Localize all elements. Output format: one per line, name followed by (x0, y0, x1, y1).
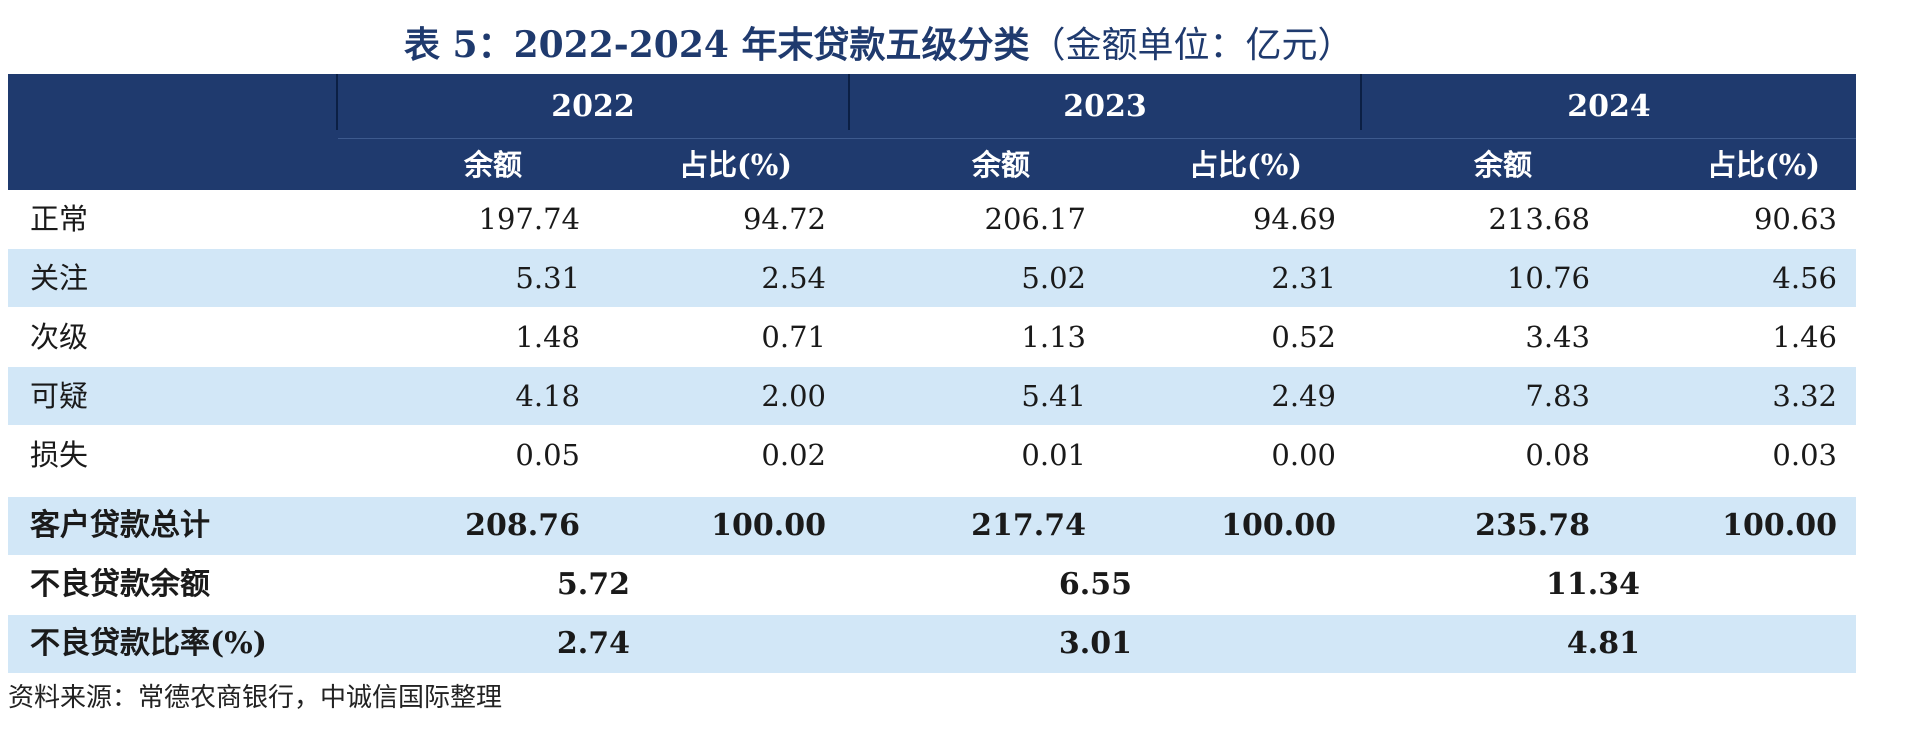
cell-share-2022: 2.54 (761, 261, 826, 295)
cell-balance-2024: 7.83 (1525, 379, 1590, 413)
year-header-2024: 2024 (1567, 89, 1651, 124)
header-divider (848, 74, 850, 130)
cell-npl-balance-2023: 6.55 (1058, 567, 1132, 602)
col-header-balance-2024: 余额 (1473, 148, 1532, 182)
cell-share-2022: 2.00 (761, 379, 826, 413)
row-label: 不良贷款比率(%) (30, 626, 267, 661)
cell-balance-2022: 197.74 (478, 202, 580, 236)
table-row-npl-balance: 不良贷款余额 5.72 6.55 11.34 (8, 556, 1856, 614)
row-label: 可疑 (30, 379, 89, 413)
cell-share-2022: 0.71 (761, 320, 826, 354)
table-row-loss: 损失 0.05 0.02 0.01 0.00 0.08 0.03 (8, 426, 1856, 484)
cell-npl-ratio-2022: 2.74 (556, 626, 630, 661)
col-header-balance-2023: 余额 (971, 148, 1030, 182)
table-title: 表 5：2022-2024 年末贷款五级分类（金额单位：亿元） (404, 18, 1353, 72)
col-header-share-2022: 占比(%) (679, 148, 792, 182)
year-header-2023: 2023 (1063, 89, 1147, 124)
row-label: 不良贷款余额 (30, 567, 210, 602)
table-title-text: 表 5：2022-2024 年末贷款五级分类 (404, 24, 1030, 66)
cell-share-2024: 0.03 (1772, 438, 1837, 472)
table-row-special-mention: 关注 5.31 2.54 5.02 2.31 10.76 4.56 (8, 249, 1856, 307)
cell-share-2023: 2.49 (1271, 379, 1336, 413)
year-header-2022: 2022 (551, 89, 635, 124)
cell-balance-2022: 4.18 (515, 379, 580, 413)
col-header-share-2023: 占比(%) (1189, 148, 1302, 182)
header-rule (338, 138, 1856, 139)
col-header-share-2024: 占比(%) (1707, 148, 1820, 182)
cell-npl-ratio-2023: 3.01 (1058, 626, 1132, 661)
cell-balance-2023: 5.41 (1021, 379, 1086, 413)
cell-share-2024: 4.56 (1772, 261, 1837, 295)
cell-share-2024: 100.00 (1722, 508, 1837, 543)
table-row-normal: 正常 197.74 94.72 206.17 94.69 213.68 90.6… (8, 190, 1856, 248)
header-divider (1360, 74, 1362, 130)
cell-npl-balance-2024: 11.34 (1546, 567, 1640, 602)
row-label: 客户贷款总计 (30, 508, 210, 543)
table-row-npl-ratio: 不良贷款比率(%) 2.74 3.01 4.81 (8, 615, 1856, 673)
cell-npl-ratio-2024: 4.81 (1566, 626, 1640, 661)
row-label: 损失 (30, 438, 89, 472)
cell-share-2024: 3.32 (1772, 379, 1837, 413)
table-row-doubtful: 可疑 4.18 2.00 5.41 2.49 7.83 3.32 (8, 367, 1856, 425)
cell-balance-2022: 0.05 (515, 438, 580, 472)
cell-balance-2024: 213.68 (1488, 202, 1590, 236)
table-header: 2022 2023 2024 余额 占比(%) 余额 占比(%) 余额 占比(%… (8, 74, 1856, 190)
table-title-unit: （金额单位：亿元） (1029, 25, 1354, 66)
col-header-balance-2022: 余额 (463, 148, 522, 182)
cell-share-2022: 0.02 (761, 438, 826, 472)
header-divider (336, 74, 338, 130)
cell-balance-2024: 235.78 (1475, 508, 1590, 543)
cell-share-2023: 94.69 (1252, 202, 1336, 236)
cell-balance-2022: 208.76 (465, 508, 580, 543)
cell-share-2024: 1.46 (1772, 320, 1837, 354)
cell-balance-2023: 5.02 (1021, 261, 1086, 295)
cell-share-2023: 0.00 (1271, 438, 1336, 472)
cell-balance-2022: 5.31 (515, 261, 580, 295)
cell-balance-2023: 1.13 (1021, 320, 1086, 354)
row-label: 次级 (30, 320, 89, 354)
table-row-substandard: 次级 1.48 0.71 1.13 0.52 3.43 1.46 (8, 308, 1856, 366)
cell-balance-2023: 0.01 (1021, 438, 1086, 472)
cell-balance-2023: 217.74 (971, 508, 1086, 543)
cell-balance-2024: 0.08 (1525, 438, 1590, 472)
source-note: 资料来源：常德农商银行，中诚信国际整理 (8, 683, 503, 713)
table-row-total-loans: 客户贷款总计 208.76 100.00 217.74 100.00 235.7… (8, 497, 1856, 555)
row-label: 关注 (30, 261, 89, 295)
cell-balance-2023: 206.17 (984, 202, 1086, 236)
cell-share-2022: 94.72 (742, 202, 826, 236)
cell-share-2023: 100.00 (1221, 508, 1336, 543)
cell-share-2022: 100.00 (711, 508, 826, 543)
cell-npl-balance-2022: 5.72 (556, 567, 630, 602)
cell-balance-2024: 3.43 (1525, 320, 1590, 354)
cell-balance-2022: 1.48 (515, 320, 580, 354)
cell-share-2023: 0.52 (1271, 320, 1336, 354)
cell-share-2023: 2.31 (1271, 261, 1336, 295)
row-label: 正常 (30, 202, 89, 236)
cell-share-2024: 90.63 (1753, 202, 1837, 236)
cell-balance-2024: 10.76 (1506, 261, 1590, 295)
